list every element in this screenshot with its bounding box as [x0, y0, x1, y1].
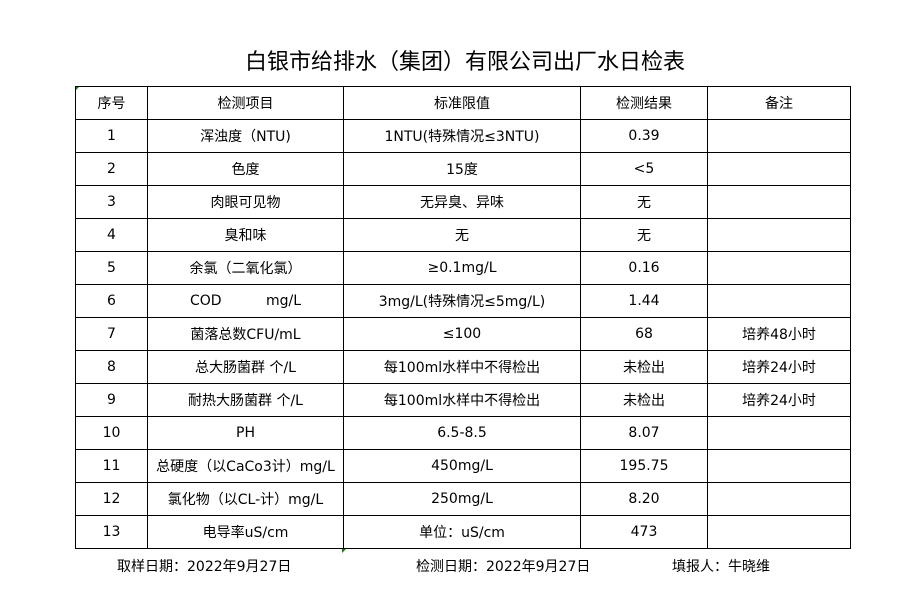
test-item: 色度 — [147, 152, 344, 186]
standard-limit: 3mg/L(特殊情况≤5mg/L) — [343, 284, 581, 318]
standard-limit: 无 — [343, 218, 581, 252]
test-item: 总大肠菌群 个/L — [147, 350, 344, 384]
test-item: 菌落总数CFU/mL — [147, 317, 344, 351]
remark — [707, 152, 851, 186]
test-date: 检测日期：2022年9月27日 — [416, 559, 591, 575]
header-cell: 检测项目 — [147, 86, 344, 120]
test-result: 无 — [580, 185, 708, 219]
remark — [707, 515, 851, 549]
row-number: 10 — [75, 416, 148, 450]
standard-limit: 每100ml水样中不得检出 — [343, 383, 581, 417]
test-result: 未检出 — [580, 383, 708, 417]
standard-limit: 250mg/L — [343, 482, 581, 516]
table-row: 7 菌落总数CFU/mL ≤100 68 培养48小时 — [75, 317, 851, 351]
test-result: 1.44 — [580, 284, 708, 318]
test-result: 195.75 — [580, 449, 708, 483]
table-row: 13 电导率uS/cm 单位：uS/cm 473 — [75, 515, 851, 549]
test-item: PH — [147, 416, 344, 450]
test-item: 氯化物（以CL-计）mg/L — [147, 482, 344, 516]
standard-limit: 450mg/L — [343, 449, 581, 483]
remark — [707, 251, 851, 285]
test-result: 8.20 — [580, 482, 708, 516]
table-row: 11 总硬度（以CaCo3计）mg/L 450mg/L 195.75 — [75, 449, 851, 483]
test-item: 余氯（二氧化氯） — [147, 251, 344, 285]
row-number: 2 — [75, 152, 148, 186]
row-number: 11 — [75, 449, 148, 483]
test-item: 电导率uS/cm — [147, 515, 344, 549]
table-row: 1 浑浊度（NTU) 1NTU(特殊情况≤3NTU) 0.39 — [75, 119, 851, 153]
table-row: 4 臭和味无无 — [75, 218, 851, 252]
standard-limit: ≥0.1mg/L — [343, 251, 581, 285]
remark — [707, 119, 851, 153]
test-item: COD mg/L — [147, 284, 344, 318]
test-result: 8.07 — [580, 416, 708, 450]
header-cell: 检测结果 — [580, 86, 708, 120]
remark — [707, 284, 851, 318]
test-result: 473 — [580, 515, 708, 549]
remark: 培养48小时 — [707, 317, 851, 351]
table-row: 10 PH 6.5-8.5 8.07 — [75, 416, 851, 450]
test-item: 耐热大肠菌群 个/L — [147, 383, 344, 417]
row-number: 6 — [75, 284, 148, 318]
row-number: 4 — [75, 218, 148, 252]
row-number: 12 — [75, 482, 148, 516]
row-number: 3 — [75, 185, 148, 219]
table-row: 5 余氯（二氧化氯） ≥0.1mg/L 0.16 — [75, 251, 851, 285]
test-item: 肉眼可见物 — [147, 185, 344, 219]
row-number: 1 — [75, 119, 148, 153]
inspection-table: 序号 检测项目 标准限值 检测结果 备注 1 浑浊度（NTU) 1NTU(特殊情况≤… — [75, 86, 851, 549]
row-number: 8 — [75, 350, 148, 384]
standard-limit: 1NTU(特殊情况≤3NTU) — [343, 119, 581, 153]
header-cell: 序号 — [75, 86, 148, 120]
test-result: <5 — [580, 152, 708, 186]
page-title: 白银市给排水（集团）有限公司出厂水日检表 — [244, 50, 685, 75]
row-number: 9 — [75, 383, 148, 417]
remark: 培养24小时 — [707, 350, 851, 384]
remark — [707, 482, 851, 516]
test-result: 无 — [580, 218, 708, 252]
table-row: 8 总大肠菌群 个/L 每100ml水样中不得检出 未检出 培养24小时 — [75, 350, 851, 384]
standard-limit: 15度 — [343, 152, 581, 186]
test-item: 浑浊度（NTU) — [147, 119, 344, 153]
standard-limit: 无异臭、异味 — [343, 185, 581, 219]
test-item: 臭和味 — [147, 218, 344, 252]
test-result: 未检出 — [580, 350, 708, 384]
table-row: 2 色度 15度 <5 — [75, 152, 851, 186]
remark: 培养24小时 — [707, 383, 851, 417]
test-result: 68 — [580, 317, 708, 351]
remark — [707, 416, 851, 450]
row-number: 13 — [75, 515, 148, 549]
row-number: 5 — [75, 251, 148, 285]
remark — [707, 449, 851, 483]
sample-date: 取样日期：2022年9月27日 — [117, 559, 292, 575]
standard-limit: 单位：uS/cm — [343, 515, 581, 549]
header-cell: 标准限值 — [343, 86, 581, 120]
standard-limit: 6.5-8.5 — [343, 416, 581, 450]
test-item: 总硬度（以CaCo3计）mg/L — [147, 449, 344, 483]
cell-marker — [342, 548, 347, 553]
row-number: 7 — [75, 317, 148, 351]
table-row: 6 COD mg/L 3mg/L(特殊情况≤5mg/L) 1.44 — [75, 284, 851, 318]
table-row: 12 氯化物（以CL-计）mg/L 250mg/L 8.20 — [75, 482, 851, 516]
header-row: 序号 检测项目 标准限值 检测结果 备注 — [75, 86, 851, 120]
test-result: 0.16 — [580, 251, 708, 285]
reporter: 填报人：牛晓维 — [672, 559, 770, 575]
test-result: 0.39 — [580, 119, 708, 153]
header-cell: 备注 — [707, 86, 851, 120]
standard-limit: ≤100 — [343, 317, 581, 351]
remark — [707, 218, 851, 252]
standard-limit: 每100ml水样中不得检出 — [343, 350, 581, 384]
table-row: 3 肉眼可见物 无异臭、异味无 — [75, 185, 851, 219]
table-row: 9 耐热大肠菌群 个/L 每100ml水样中不得检出 未检出 培养24小时 — [75, 383, 851, 417]
remark — [707, 185, 851, 219]
